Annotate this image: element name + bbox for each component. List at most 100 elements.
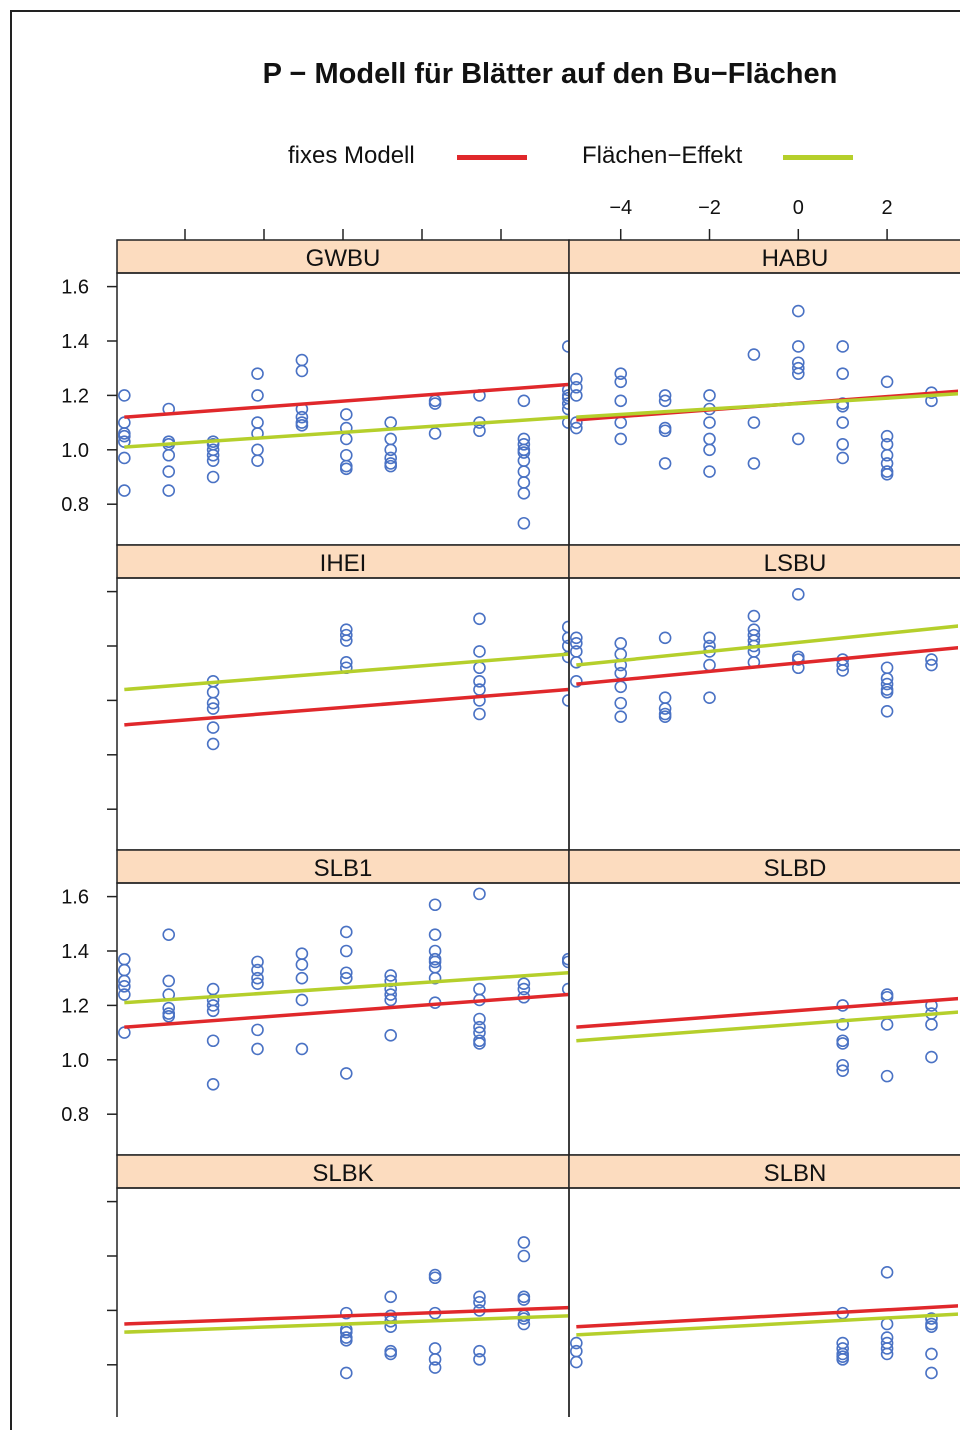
point-habu-36 — [836, 451, 849, 465]
point-ihei-12 — [473, 645, 486, 658]
strip-label-slbk: SLBK — [312, 1160, 373, 1187]
fixed-model-line-slbn — [576, 1304, 958, 1329]
point-gwbu-58 — [517, 516, 531, 530]
point-slbk-16 — [428, 1353, 442, 1366]
point-slbk-0 — [339, 1306, 353, 1320]
point-ihei-3 — [206, 702, 220, 715]
point-slb1-12 — [206, 982, 220, 996]
point-slbk-24 — [517, 1249, 531, 1263]
figure-frame — [10, 10, 960, 1430]
point-slbk-15 — [428, 1342, 442, 1355]
point-habu-24 — [791, 304, 805, 318]
point-slb1-18 — [251, 955, 264, 969]
point-habu-31 — [836, 367, 849, 380]
point-slb1-55 — [473, 1037, 486, 1050]
fixed-model-line-slbd — [576, 996, 958, 1029]
area-effect-line-gwbu — [124, 415, 569, 449]
point-slbk-19 — [473, 1295, 486, 1309]
point-gwbu-40 — [384, 451, 397, 465]
point-slb1-24 — [295, 947, 309, 961]
point-gwbu-11 — [162, 465, 176, 478]
top-tick-label-2: 0 — [793, 197, 804, 219]
point-habu-18 — [703, 432, 716, 446]
point-slb1-38 — [384, 993, 397, 1007]
point-habu-7 — [614, 394, 628, 408]
panel-habu — [568, 272, 960, 546]
chart-title: P − Modell für Blätter auf den Bu−Fläche… — [262, 58, 838, 90]
point-lsbu-2 — [570, 645, 583, 658]
point-ihei-11 — [473, 612, 486, 626]
point-gwbu-49 — [517, 394, 531, 408]
point-gwbu-31 — [339, 408, 353, 421]
point-slbk-23 — [517, 1236, 531, 1249]
point-habu-29 — [791, 432, 805, 446]
point-slb1-33 — [339, 1067, 353, 1080]
point-slbn-13 — [880, 1342, 894, 1355]
point-gwbu-56 — [517, 476, 531, 489]
point-habu-20 — [703, 465, 716, 478]
point-slb1-52 — [473, 1020, 486, 1034]
point-lsbu-31 — [791, 653, 805, 666]
point-gwbu-55 — [517, 465, 531, 478]
point-slbn-0 — [570, 1336, 583, 1350]
point-slbn-17 — [925, 1320, 938, 1334]
point-slb1-22 — [251, 1023, 264, 1037]
point-gwbu-6 — [118, 484, 131, 497]
point-lsbu-14 — [658, 702, 672, 715]
point-slb1-1 — [118, 963, 131, 977]
point-habu-6 — [614, 375, 628, 389]
point-habu-34 — [836, 416, 849, 429]
point-lsbu-13 — [658, 691, 672, 704]
strip-label-habu: HABU — [762, 245, 829, 272]
point-gwbu-23 — [251, 443, 264, 457]
point-lsbu-5 — [614, 636, 628, 650]
point-lsbu-11 — [614, 710, 628, 724]
point-lsbu-3 — [570, 656, 583, 669]
point-lsbu-40 — [880, 685, 894, 699]
panel-slbn — [568, 1187, 960, 1417]
strip-slbk — [116, 1154, 570, 1189]
point-gwbu-34 — [339, 448, 353, 462]
point-gwbu-17 — [206, 454, 220, 467]
strip-label-gwbu: GWBU — [306, 245, 381, 272]
y-tick-label-0-2: 1.2 — [61, 385, 89, 407]
point-gwbu-38 — [384, 432, 397, 446]
point-lsbu-8 — [614, 666, 628, 680]
point-slb1-17 — [206, 1077, 220, 1091]
point-lsbu-4 — [570, 675, 583, 688]
strip-label-slbn: SLBN — [764, 1160, 827, 1187]
point-slb1-4 — [118, 988, 131, 1001]
legend-label-area-effect: Flächen−Effekt — [582, 142, 743, 169]
strip-label-lsbu: LSBU — [764, 550, 827, 577]
point-habu-25 — [791, 340, 805, 353]
point-gwbu-10 — [162, 448, 176, 462]
point-slb1-46 — [428, 971, 442, 985]
point-habu-4 — [570, 421, 583, 435]
point-lsbu-6 — [614, 647, 628, 661]
point-slb1-39 — [384, 1029, 397, 1042]
point-gwbu-42 — [384, 459, 397, 473]
point-lsbu-12 — [658, 631, 672, 645]
point-habu-22 — [747, 416, 761, 429]
point-slbd-3 — [836, 1037, 849, 1050]
point-lsbu-38 — [880, 677, 894, 691]
point-ihei-13 — [473, 661, 486, 675]
point-slbd-12 — [925, 1018, 938, 1031]
top-tick-label-0: −4 — [609, 197, 632, 219]
point-slb1-41 — [428, 928, 442, 941]
point-slb1-7 — [162, 974, 176, 988]
panel-slbd — [568, 882, 960, 1156]
point-slb1-3 — [118, 980, 131, 993]
point-slb1-15 — [206, 1004, 220, 1018]
point-gwbu-37 — [384, 416, 397, 429]
point-slbn-2 — [570, 1355, 583, 1369]
point-lsbu-41 — [880, 704, 894, 718]
point-ihei-4 — [206, 721, 220, 734]
area-effect-line-ihei — [124, 652, 569, 692]
top-tick-label-1: −2 — [698, 197, 721, 219]
point-slb1-51 — [473, 1012, 486, 1026]
point-gwbu-36 — [339, 462, 353, 476]
point-slb1-29 — [339, 925, 353, 939]
point-habu-21 — [747, 348, 761, 361]
